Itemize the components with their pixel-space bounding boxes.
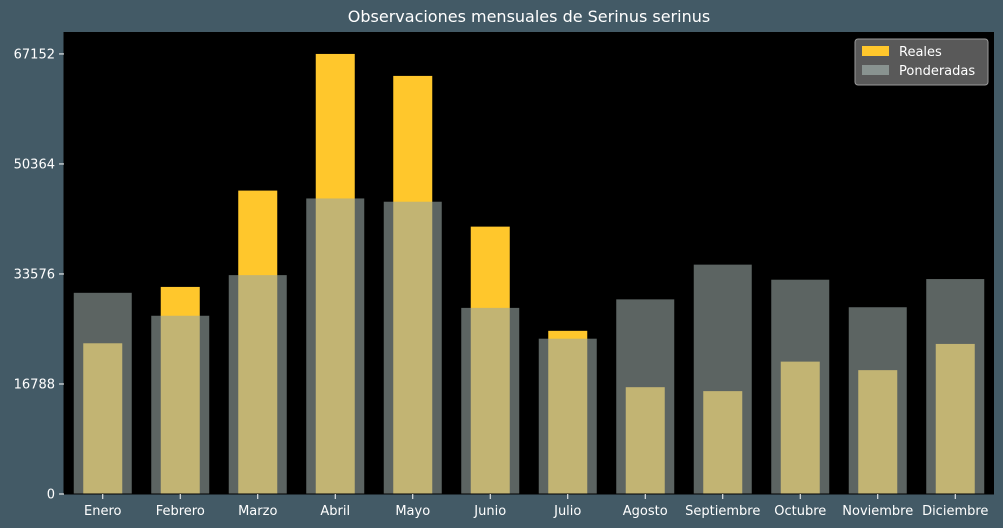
bar-ponderadas-11 [926,279,985,494]
legend: Reales Ponderadas [854,38,989,86]
y-tick-label-1: 16788 [14,377,55,392]
bar-ponderadas-0 [73,292,132,494]
x-tick-label-5: Junio [473,504,506,519]
bar-ponderadas-7 [616,299,675,494]
legend-swatch-reales [862,46,889,56]
x-tick-label-9: Octubre [774,504,826,519]
x-tick-label-10: Noviembre [842,504,913,519]
legend-swatch-ponderadas [862,65,889,75]
bar-ponderadas-10 [848,307,907,494]
x-tick-label-2: Marzo [238,504,277,519]
plot-area [64,32,994,494]
bar-ponderadas-6 [538,338,597,494]
x-axis: Enero Febrero Marzo Abril Mayo Junio Julio Agos… [64,493,994,519]
bar-ponderadas-5 [461,307,520,494]
bar-ponderadas-1 [151,315,210,494]
x-tick-label-6: Julio [553,504,581,519]
bar-ponderadas-4 [383,201,442,494]
bar-ponderadas-8 [693,264,752,494]
bar-ponderadas-9 [771,279,830,494]
x-tick-label-0: Enero [84,504,122,519]
y-axis: 0 16788 33576 50364 67152 [14,32,65,503]
x-tick-label-4: Mayo [395,504,430,519]
bar-ponderadas-3 [306,198,365,495]
bar-ponderadas-2 [228,275,287,494]
x-tick-label-7: Agosto [623,504,668,519]
x-tick-label-1: Febrero [156,504,205,519]
y-tick-label-2: 33576 [14,267,55,282]
x-tick-label-11: Diciembre [922,504,988,519]
x-tick-label-8: Septiembre [685,504,760,519]
series-ponderadas [73,198,985,495]
legend-label-reales: Reales [899,45,942,60]
x-tick-label-3: Abril [320,504,350,519]
y-tick-label-4: 67152 [14,47,55,62]
y-tick-label-3: 50364 [14,157,55,172]
chart-title: Observaciones mensuales de Serinus serin… [347,7,711,26]
legend-label-ponderadas: Ponderadas [899,64,975,79]
y-tick-label-0: 0 [47,488,55,503]
